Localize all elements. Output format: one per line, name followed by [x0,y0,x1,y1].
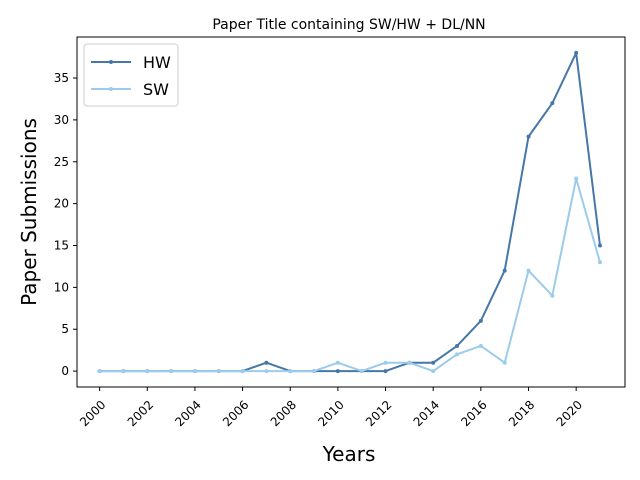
data-point-hw [550,101,555,106]
data-point-sw [383,360,388,365]
data-point-hw [574,50,579,55]
data-point-sw [335,360,340,365]
data-point-sw [478,343,483,348]
data-point-sw [502,360,507,365]
y-tick-label: 30 [54,113,69,127]
data-point-sw [407,360,412,365]
chart-title: Paper Title containing SW/HW + DL/NN [212,17,485,33]
x-axis-label: Years [322,442,376,466]
data-point-sw [597,260,602,265]
legend-frame [83,43,179,107]
series-layer [97,50,602,374]
legend-marker-sw [109,87,113,91]
data-point-hw [502,268,507,273]
data-point-hw [431,360,436,365]
legend: HW SW [83,43,179,107]
data-point-sw [97,369,102,374]
data-point-hw [526,134,531,139]
plot-frame [76,36,626,388]
data-point-sw [145,369,150,374]
data-point-sw [574,176,579,181]
legend-label-sw: SW [143,80,169,99]
data-point-sw [169,369,174,374]
y-tick-label: 15 [54,238,69,252]
series-line-sw [99,177,601,373]
data-point-hw [478,318,483,323]
y-tick-label: 5 [61,322,69,336]
data-point-hw [335,369,340,374]
data-point-sw [264,369,269,374]
data-point-sw [455,352,460,357]
data-point-hw [455,343,460,348]
y-tick-label: 35 [54,71,69,85]
y-tick-label: 20 [54,197,69,211]
y-tick-label: 0 [61,364,69,378]
data-point-hw [264,360,269,365]
data-point-sw [359,369,364,374]
data-point-sw [288,369,293,374]
y-tick-label: 25 [54,155,69,169]
y-axis-ticks: 0 5 10 15 20 25 30 35 [54,71,77,378]
data-point-sw [550,293,555,298]
data-point-sw [312,369,317,374]
data-point-sw [526,268,531,273]
legend-label-hw: HW [143,53,171,72]
data-point-sw [216,369,221,374]
y-axis-label: Paper Submissions [17,118,41,306]
data-point-hw [597,243,602,248]
data-point-sw [121,369,126,374]
legend-marker-hw [109,60,113,64]
y-tick-label: 10 [54,280,69,294]
data-point-sw [431,369,436,374]
data-point-sw [192,369,197,374]
data-point-hw [383,369,388,374]
data-point-sw [240,369,245,374]
